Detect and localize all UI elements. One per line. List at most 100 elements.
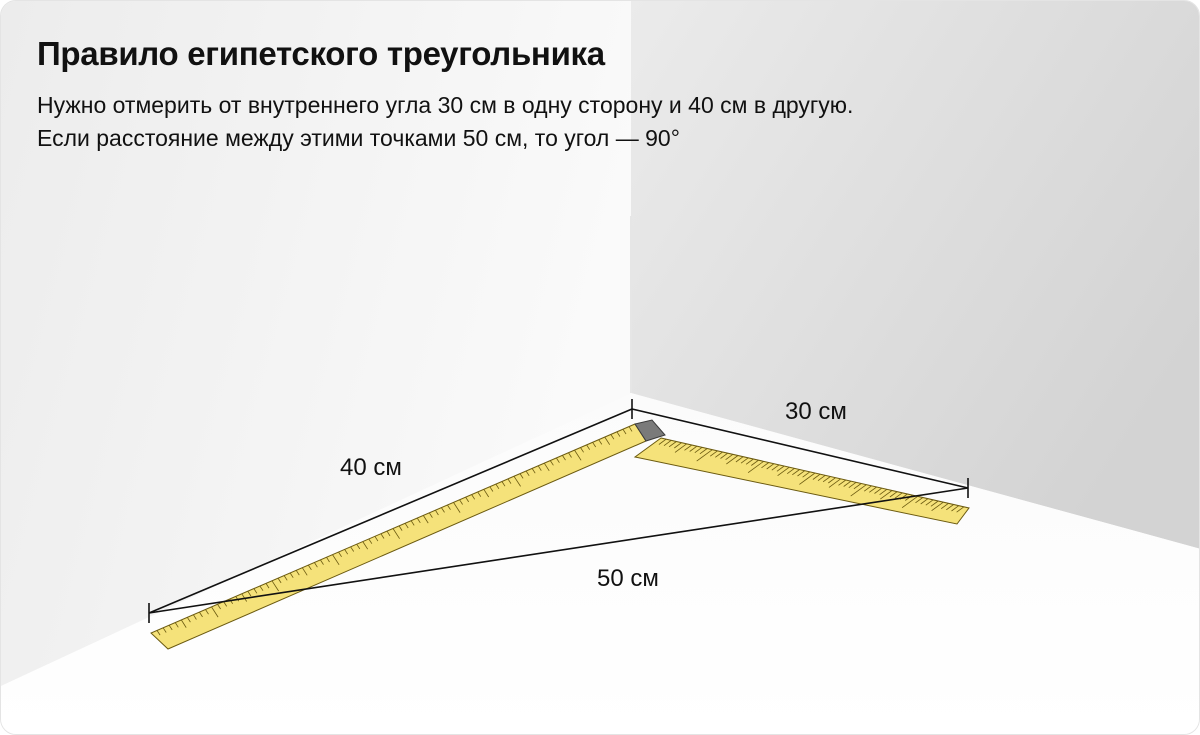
ruler-corner-hinge xyxy=(634,419,666,442)
page-subtitle: Нужно отмерить от внутреннего угла 30 см… xyxy=(37,89,853,155)
ruler-tick xyxy=(398,525,403,531)
ruler-tick xyxy=(889,491,898,498)
ruler-tick xyxy=(792,469,800,476)
ruler-tick xyxy=(477,491,482,497)
ruler-tick xyxy=(168,624,173,631)
ruler-tick xyxy=(320,559,324,565)
left-wall xyxy=(1,1,631,686)
ruler-tick xyxy=(471,494,476,500)
ruler-tick xyxy=(580,447,584,453)
ruler-tick xyxy=(879,488,888,496)
ruler-tick xyxy=(435,509,439,516)
ruler-tick xyxy=(863,485,872,492)
ruler-tick xyxy=(802,471,811,478)
ruler-tick xyxy=(199,611,203,618)
ruler-tick xyxy=(193,614,197,620)
ruler-tick xyxy=(525,470,530,477)
tape-measure-left xyxy=(150,423,647,650)
ruler-tick xyxy=(295,570,300,576)
ruler-tick xyxy=(616,431,621,437)
ruler-tick xyxy=(211,606,219,618)
measure-line-40 xyxy=(148,408,633,614)
ruler-tick xyxy=(459,499,463,505)
measurement-lines xyxy=(148,399,969,623)
ruler-tick xyxy=(568,452,572,458)
ruler-tick xyxy=(307,564,312,571)
ruler-tick xyxy=(350,546,355,552)
ruler-tick xyxy=(501,481,506,487)
ruler-tick xyxy=(747,460,764,474)
ruler-tick xyxy=(931,501,944,512)
ruler-tick xyxy=(956,506,965,513)
ruler-tick xyxy=(726,455,739,465)
ruler-tick xyxy=(592,442,597,448)
ruler-tick xyxy=(901,495,918,509)
ruler-tick xyxy=(799,472,816,485)
ruler-tick xyxy=(344,549,349,555)
ruler-tick xyxy=(507,478,512,484)
ruler-tick xyxy=(946,504,954,511)
right-wall xyxy=(631,1,1199,549)
ruler-tick xyxy=(874,487,882,494)
ruler-tick xyxy=(356,543,361,550)
ruler-tick xyxy=(180,619,187,628)
ruler-tick xyxy=(699,448,708,455)
ruler-tick xyxy=(828,477,836,484)
subtitle-line-1: Нужно отмерить от внутреннего угла 30 см… xyxy=(37,92,854,118)
ruler-tick xyxy=(265,583,270,589)
ruler-tick xyxy=(174,622,179,628)
ruler-tick xyxy=(574,449,582,461)
ruler-tick xyxy=(410,520,415,526)
ruler-tick xyxy=(735,456,744,463)
ruler-tick xyxy=(622,428,627,435)
ruler-tick xyxy=(562,455,566,461)
ruler-tick xyxy=(771,464,780,471)
ruler-tick xyxy=(828,478,841,488)
ruler-tick xyxy=(543,462,550,472)
ruler-tick xyxy=(205,609,209,615)
ruler-tick xyxy=(495,483,500,490)
ruler-tick xyxy=(797,470,805,477)
ruler-tick xyxy=(404,523,409,529)
ruler-tick xyxy=(453,502,461,513)
ruler-tick xyxy=(894,492,903,499)
ruler-tick xyxy=(229,598,234,605)
ruler-tick xyxy=(674,443,687,453)
ruler-tick xyxy=(277,577,282,584)
ruler-tick xyxy=(766,463,775,470)
ruler-tick xyxy=(374,536,379,542)
ruler-tick xyxy=(289,572,294,578)
ruler-tick xyxy=(483,489,490,498)
ruler-tick xyxy=(720,452,728,459)
tape-measures xyxy=(150,419,970,650)
ruler-tick xyxy=(513,476,521,487)
ruler-tick xyxy=(838,479,847,486)
ruler-tick xyxy=(537,465,542,471)
ruler-tick xyxy=(696,449,713,462)
ruler-tick xyxy=(850,484,867,497)
measure-line-50 xyxy=(148,487,969,614)
ruler-tick xyxy=(740,457,749,464)
ruler-tick xyxy=(812,473,821,480)
ruler-tick xyxy=(362,541,369,550)
ruler-tick xyxy=(610,434,615,440)
ruler-tick xyxy=(549,460,554,466)
ruler-tick xyxy=(186,617,191,623)
ruler-tick xyxy=(853,483,862,490)
ruler-tick xyxy=(247,590,252,597)
ruler-tick xyxy=(156,630,161,636)
ruler-tick xyxy=(223,601,228,607)
ruler-tick xyxy=(241,593,248,602)
floor xyxy=(1,393,1199,734)
ruler-tick xyxy=(301,567,308,576)
ruler-tick xyxy=(447,504,451,510)
ruler-tick xyxy=(380,533,385,539)
ruler-tick xyxy=(428,512,433,518)
ruler-tick xyxy=(848,481,857,489)
ruler-tick xyxy=(761,462,770,469)
ruler-tick xyxy=(259,585,264,591)
ruler-tick xyxy=(332,554,340,566)
ruler-tick xyxy=(217,604,221,610)
